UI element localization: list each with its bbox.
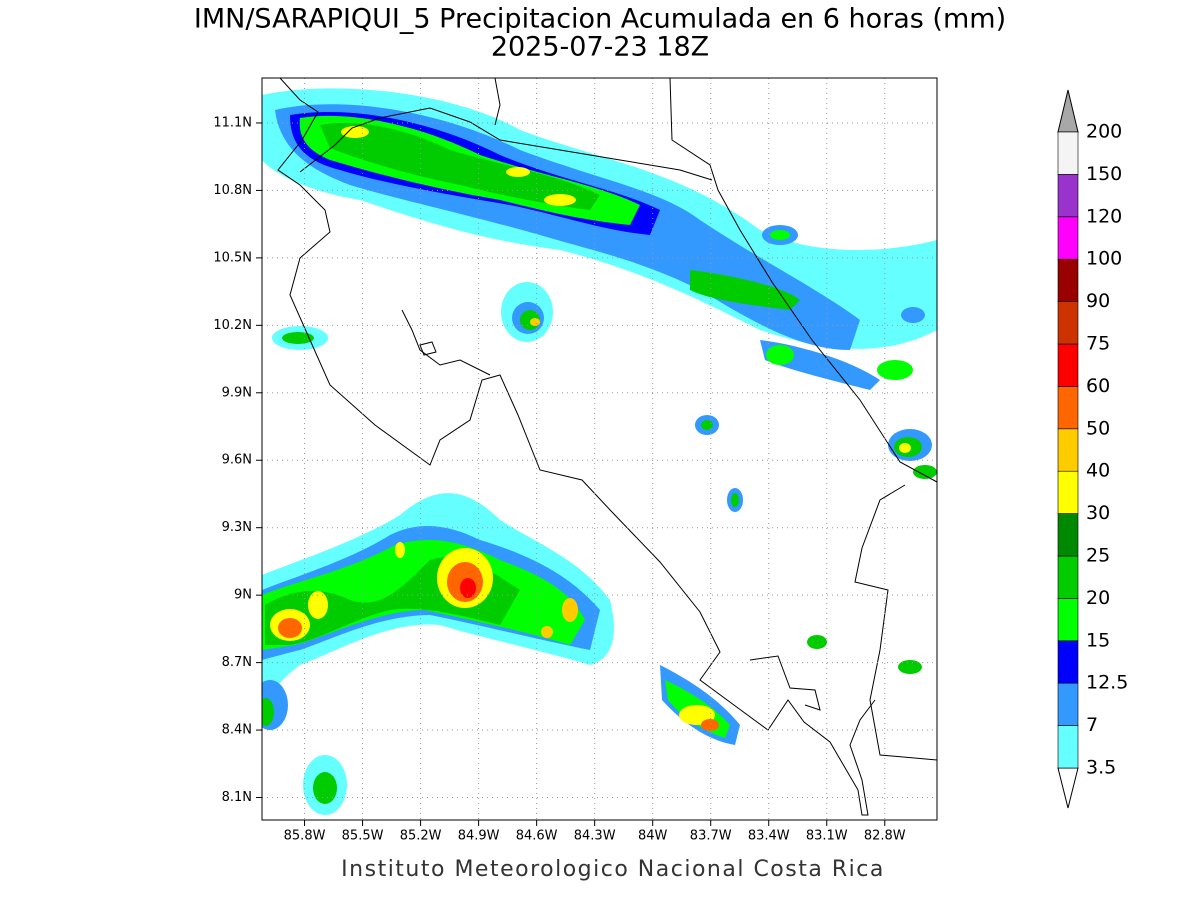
y-tick-label: 10.2N [213, 318, 252, 333]
rain-area [262, 88, 937, 512]
y-tick-label: 9.9N [222, 385, 252, 400]
colorbar-label: 20 [1086, 587, 1110, 609]
graticule [262, 78, 937, 820]
colorbar-label: 50 [1086, 417, 1110, 439]
colorbar-label: 15 [1086, 629, 1110, 651]
subtitle: 2025-07-23 18Z [491, 32, 709, 63]
colorbar-label: 150 [1086, 163, 1122, 185]
colorbar-label: 3.5 [1086, 757, 1116, 779]
colorbar-label: 30 [1086, 502, 1110, 524]
colorbar-box [1057, 555, 1079, 599]
colorbar-label: 7 [1086, 714, 1098, 736]
colorbar-box [1057, 598, 1079, 642]
map-frame [261, 77, 938, 821]
colorbar-box [1057, 216, 1079, 260]
colorbar-under [1057, 767, 1079, 809]
y-tick-label: 9N [234, 588, 252, 603]
x-tick-label: 84.3W [574, 829, 616, 844]
precip-field [262, 78, 937, 820]
colorbar-box [1057, 470, 1079, 514]
colorbar-label: 25 [1086, 545, 1110, 567]
colorbar-box [1057, 428, 1079, 472]
x-tick-label: 83.7W [690, 829, 732, 844]
x-tick-label: 83.4W [748, 829, 790, 844]
colorbar-over [1057, 89, 1079, 133]
colorbar-label: 12.5 [1086, 672, 1128, 694]
colorbar-label: 40 [1086, 460, 1110, 482]
colorbar-label: 60 [1086, 375, 1110, 397]
colorbar-box [1057, 640, 1079, 684]
border [854, 484, 937, 761]
colorbar-label: 75 [1086, 333, 1110, 355]
x-tick-label: 84W [638, 829, 668, 844]
colorbar-label: 200 [1086, 121, 1122, 143]
colorbar-box [1057, 386, 1079, 430]
title: IMN/SARAPIQUI_5 Precipitacion Acumulada … [194, 4, 1006, 35]
colorbar-box [1057, 343, 1079, 387]
colorbar-box [1057, 513, 1079, 557]
axis-labels: 85.8W 85.5W 85.2W 84.9W 84.6W 84.3W 84W 83.7W 83… [213, 115, 905, 843]
coastline [277, 78, 876, 816]
y-tick-label: 10.5N [213, 250, 252, 265]
coastline [749, 655, 821, 711]
x-tick-label: 82.8W [864, 829, 906, 844]
colorbar-box [1057, 682, 1079, 726]
x-tick-label: 85.8W [284, 829, 326, 844]
colorbar-box [1057, 301, 1079, 345]
y-tick-label: 8.7N [222, 655, 252, 670]
colorbar-label: 90 [1086, 290, 1110, 312]
x-tick-label: 84.6W [516, 829, 558, 844]
y-tick-label: 11.1N [213, 115, 252, 130]
x-tick-label: 83.1W [806, 829, 848, 844]
colorbar-label: 100 [1086, 248, 1122, 270]
coastline [401, 309, 491, 376]
x-tick-label: 85.2W [400, 829, 442, 844]
y-tick-label: 9.3N [222, 520, 252, 535]
y-tick-label: 8.4N [222, 723, 252, 738]
coastline [494, 78, 937, 483]
colorbar-box [1057, 174, 1079, 218]
border [299, 107, 713, 181]
x-tick-label: 85.5W [342, 829, 384, 844]
y-tick-label: 10.8N [213, 183, 252, 198]
footer: Instituto Meteorologico Nacional Costa R… [341, 857, 885, 882]
x-tick-label: 84.9W [458, 829, 500, 844]
y-tick-label: 8.1N [222, 790, 252, 805]
coastline [419, 341, 437, 356]
y-tick-label: 9.6N [222, 453, 252, 468]
colorbar-label: 120 [1086, 205, 1122, 227]
rain-area [262, 493, 922, 815]
colorbar-box [1057, 131, 1079, 175]
colorbar-box [1057, 725, 1079, 769]
colorbar-box [1057, 258, 1079, 302]
colorbar: 3.5 7 12.5 15 20 25 30 40 50 60 75 90 100 120 150 200 [1057, 89, 1128, 809]
